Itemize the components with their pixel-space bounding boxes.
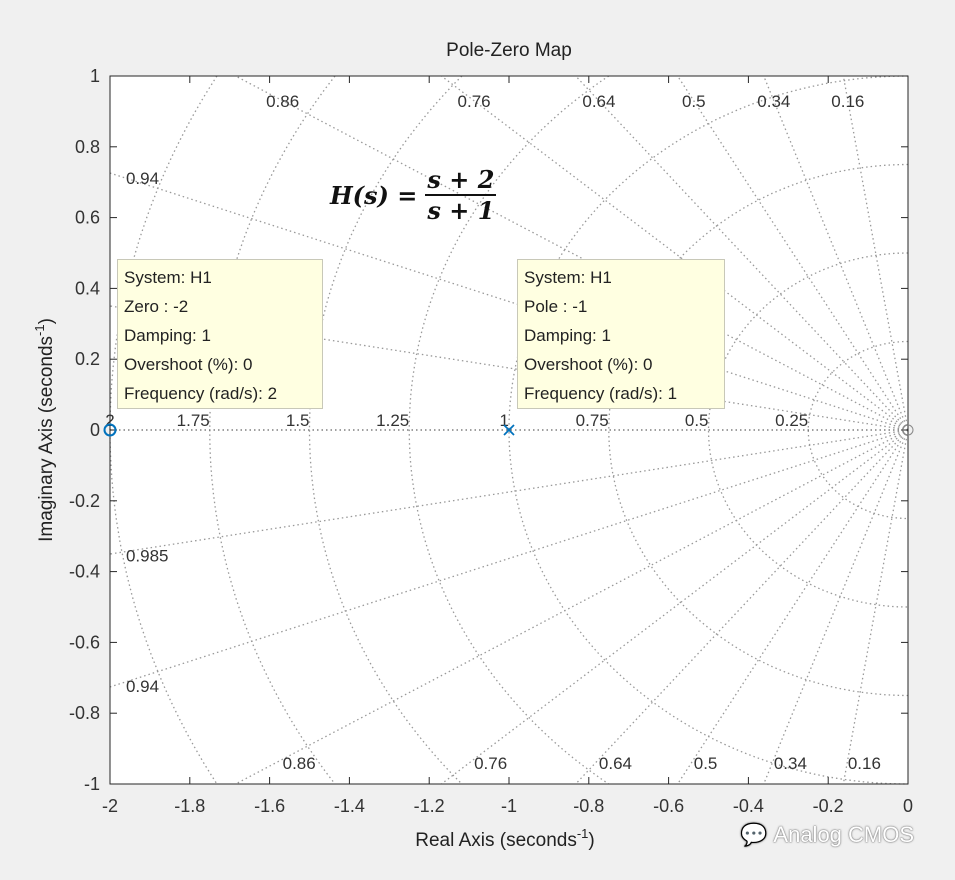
y-tick-label: 0 — [90, 420, 100, 440]
damping-label: 0.5 — [694, 754, 718, 773]
formula-lhs: H(s) = — [330, 180, 418, 210]
damping-label: 0.86 — [266, 92, 299, 111]
damping-label: 0.64 — [599, 754, 632, 773]
datatip-line: Overshoot (%): 0 — [124, 355, 253, 374]
damping-label: 0.16 — [831, 92, 864, 111]
x-tick-label: -2 — [102, 796, 118, 816]
formula-numerator: s + 2 — [425, 165, 497, 196]
damping-line — [677, 75, 909, 431]
x-tick-label: -1.2 — [414, 796, 445, 816]
x-tick-label: -1.4 — [334, 796, 365, 816]
x-tick-label: 0 — [903, 796, 913, 816]
x-tick-label: -0.2 — [813, 796, 844, 816]
grid-group — [109, 75, 909, 785]
damping-label: 0.94 — [126, 677, 159, 696]
wechat-icon: 💬 — [740, 822, 768, 847]
datatip-line: Damping: 1 — [524, 326, 611, 345]
pole-marker — [503, 424, 515, 436]
datatip-zero[interactable]: System: H1 Zero : -2 Damping: 1 Overshoo… — [117, 259, 323, 409]
frequency-circle — [109, 75, 218, 785]
damping-label: 0.34 — [774, 754, 807, 773]
y-tick-label: 0.8 — [75, 137, 100, 157]
damping-line — [235, 75, 909, 431]
datatip-line: Frequency (rad/s): 1 — [524, 384, 678, 403]
damping-label: 0.5 — [682, 92, 706, 111]
x-tick-label: -0.4 — [733, 796, 764, 816]
datatip-line: System: H1 — [524, 268, 612, 287]
damping-label: 0.94 — [126, 169, 159, 188]
pole-marker-stroke — [503, 424, 515, 436]
damping-line — [763, 75, 909, 431]
x-tick-label: -1 — [501, 796, 517, 816]
y-tick-label: -1 — [84, 774, 100, 794]
transfer-function-annotation: H(s) = s + 2 s + 1 — [330, 165, 497, 225]
datatip-pole[interactable]: System: H1 Pole : -1 Damping: 1 Overshoo… — [517, 259, 725, 409]
watermark-text: Analog CMOS — [773, 822, 915, 847]
damping-label: 0.16 — [848, 754, 881, 773]
damping-line — [109, 172, 909, 431]
damping-line — [677, 429, 909, 785]
x-tick-label: -1.8 — [174, 796, 205, 816]
datatip-line: System: H1 — [124, 268, 212, 287]
frequency-label: 1.25 — [376, 411, 409, 430]
frequency-label: 0.75 — [576, 411, 609, 430]
origin-marker — [902, 424, 914, 436]
frequency-label: 1.5 — [286, 411, 310, 430]
chart-title: Pole-Zero Map — [446, 40, 572, 61]
x-tick-label: -1.6 — [254, 796, 285, 816]
y-tick-label: 0.4 — [75, 278, 100, 298]
y-tick-label: -0.4 — [69, 562, 100, 582]
datatip-line: Overshoot (%): 0 — [524, 355, 653, 374]
damping-line — [842, 429, 909, 785]
damping-label: 0.76 — [474, 754, 507, 773]
frequency-label: 0.25 — [775, 411, 808, 430]
x-axis-label: Real Axis (seconds-1) — [415, 826, 594, 851]
damping-label: 0.86 — [283, 754, 316, 773]
watermark: 💬 Analog CMOS — [740, 822, 914, 848]
datatip-line: Zero : -2 — [124, 297, 189, 316]
zero-marker — [103, 423, 117, 437]
damping-label: 0.34 — [757, 92, 790, 111]
damping-line — [441, 429, 909, 785]
y-axis-label: Imaginary Axis (seconds-1) — [32, 318, 57, 542]
frequency-label: 1.75 — [177, 411, 210, 430]
damping-label: 0.76 — [458, 92, 491, 111]
damping-line — [842, 75, 909, 431]
damping-line — [763, 429, 909, 785]
y-tick-label: -0.6 — [69, 632, 100, 652]
frequency-label: 1 — [500, 411, 509, 430]
damping-line — [109, 429, 909, 688]
x-tick-label: -0.6 — [653, 796, 684, 816]
formula-denominator: s + 1 — [427, 196, 495, 225]
frequency-label: 0.5 — [685, 411, 709, 430]
y-tick-label: 0.2 — [75, 349, 100, 369]
damping-line — [441, 75, 909, 431]
damping-line — [235, 429, 909, 785]
x-tick-label: -0.8 — [573, 796, 604, 816]
damping-label: 0.64 — [582, 92, 615, 111]
frequency-circle — [408, 75, 610, 785]
formula-fraction: s + 2 s + 1 — [425, 165, 497, 225]
y-tick-label: 1 — [90, 66, 100, 86]
damping-label: 0.985 — [126, 547, 169, 566]
datatip-line: Frequency (rad/s): 2 — [124, 384, 278, 403]
datatip-line: Damping: 1 — [124, 326, 211, 345]
y-tick-label: 0.6 — [75, 208, 100, 228]
datatip-line: Pole : -1 — [524, 297, 588, 316]
y-tick-label: -0.2 — [69, 491, 100, 511]
y-tick-label: -0.8 — [69, 703, 100, 723]
